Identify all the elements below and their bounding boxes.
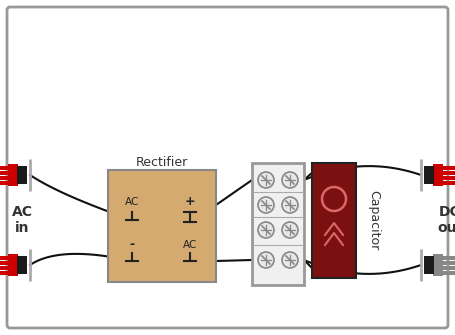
Text: DC
out: DC out xyxy=(437,205,455,235)
Bar xyxy=(0,171,10,175)
Bar xyxy=(0,270,10,274)
Bar xyxy=(17,166,27,184)
Bar xyxy=(8,254,18,276)
Text: Rectifier: Rectifier xyxy=(136,155,188,169)
Circle shape xyxy=(258,252,274,268)
Bar xyxy=(424,256,434,274)
Circle shape xyxy=(282,197,298,213)
Text: AC: AC xyxy=(125,197,139,207)
Bar xyxy=(0,266,10,269)
Bar xyxy=(441,181,455,185)
Bar xyxy=(441,176,455,180)
Bar xyxy=(8,164,18,186)
Polygon shape xyxy=(185,212,195,220)
Bar xyxy=(441,165,455,170)
Text: AC: AC xyxy=(183,240,197,250)
Bar xyxy=(441,256,455,260)
Bar xyxy=(0,176,10,180)
FancyBboxPatch shape xyxy=(7,7,448,328)
Circle shape xyxy=(282,172,298,188)
Bar xyxy=(424,166,434,184)
Circle shape xyxy=(258,172,274,188)
Bar xyxy=(0,181,10,185)
Circle shape xyxy=(282,222,298,238)
Bar xyxy=(17,256,27,274)
Circle shape xyxy=(258,197,274,213)
Bar xyxy=(441,261,455,265)
Text: +: + xyxy=(185,195,195,208)
Text: Capacitor: Capacitor xyxy=(368,190,380,251)
Text: -: - xyxy=(129,238,135,251)
Bar xyxy=(0,165,10,170)
Bar xyxy=(441,270,455,274)
Bar xyxy=(108,170,216,282)
Bar xyxy=(252,163,304,285)
Bar xyxy=(441,171,455,175)
Bar xyxy=(0,256,10,260)
Text: AC
in: AC in xyxy=(11,205,32,235)
Bar xyxy=(441,266,455,269)
Circle shape xyxy=(258,222,274,238)
Bar xyxy=(433,164,443,186)
Circle shape xyxy=(282,252,298,268)
Bar xyxy=(0,261,10,265)
Bar xyxy=(312,163,356,278)
Bar xyxy=(433,254,443,276)
